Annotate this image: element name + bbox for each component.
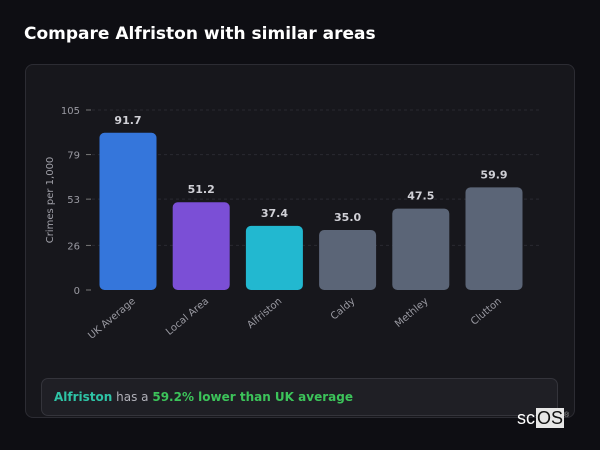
summary-area: Alfriston: [54, 390, 113, 404]
data-label: 91.7: [114, 114, 141, 127]
y-tick-label: 53: [67, 195, 80, 206]
bar-caldy: [319, 230, 377, 290]
bar-local-area: [172, 202, 230, 290]
x-tick-label: Caldy: [329, 296, 358, 323]
x-tick-label: Clutton: [469, 296, 504, 328]
logo-mark: ®: [564, 412, 570, 419]
y-tick-label: 105: [61, 106, 80, 117]
logo-text-b: OS: [536, 408, 565, 428]
data-label: 51.2: [188, 183, 215, 196]
scos-logo: sc OS®: [516, 408, 569, 429]
summary-text: has a: [112, 390, 153, 404]
data-label: 59.9: [480, 168, 507, 181]
y-tick-label: 0: [74, 286, 80, 297]
logo-text-a: sc: [517, 408, 535, 428]
data-label: 37.4: [261, 207, 288, 220]
summary-box: Alfriston has a 59.2% lower than UK aver…: [41, 378, 558, 416]
x-tick-label: Local Area: [164, 296, 211, 338]
page-title: Compare Alfriston with similar areas: [24, 24, 376, 44]
y-tick-label: 79: [67, 151, 80, 162]
summary-stat: 59.2% lower than UK average: [152, 390, 353, 404]
bar-uk-average: [99, 132, 157, 290]
data-label: 47.5: [407, 190, 434, 203]
bar-methley: [392, 208, 450, 290]
y-axis-label: Crimes per 1,000: [45, 157, 56, 244]
x-tick-label: Methley: [393, 296, 431, 330]
bar-alfriston: [245, 225, 303, 290]
x-tick-label: Alfriston: [245, 296, 284, 331]
x-tick-label: UK Average: [86, 296, 138, 342]
data-label: 35.0: [334, 211, 361, 224]
bar-clutton: [465, 187, 523, 290]
y-tick-label: 26: [67, 241, 80, 252]
